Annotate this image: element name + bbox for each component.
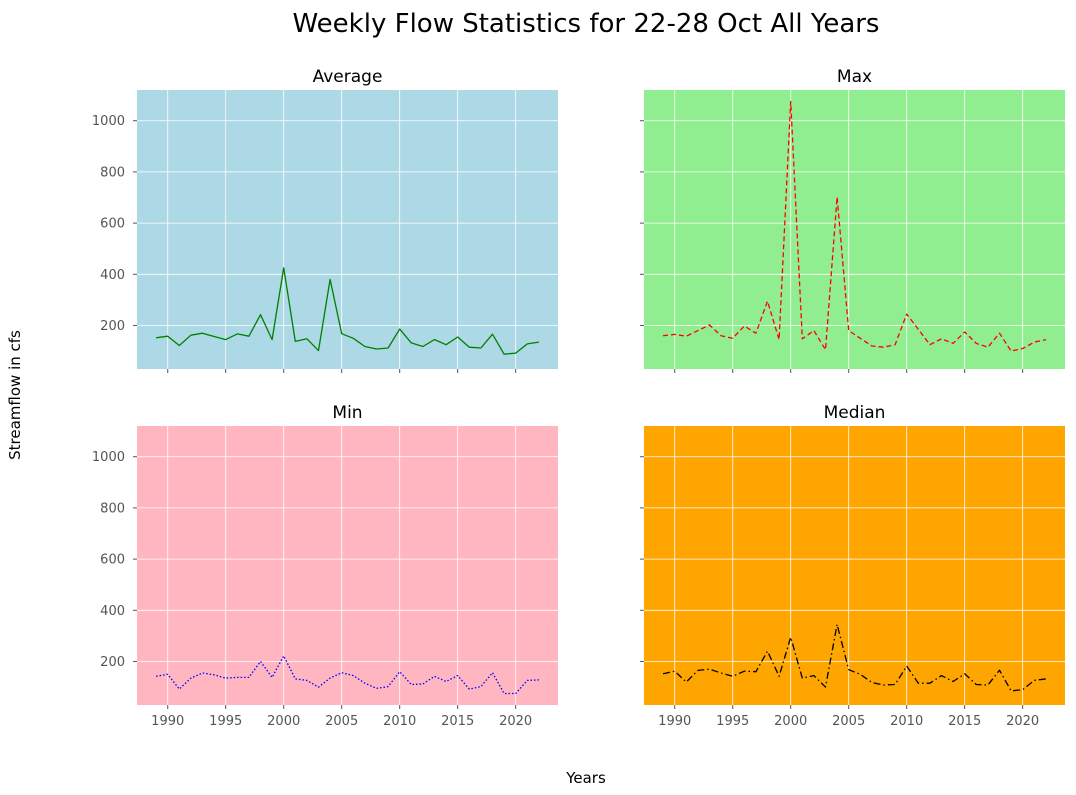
subplot-title: Median [824, 403, 886, 423]
x-tick-label: 2000 [774, 714, 807, 729]
x-tick-label: 2010 [383, 714, 416, 729]
figure-title: Weekly Flow Statistics for 22-28 Oct All… [293, 9, 880, 39]
x-tick-label: 1990 [151, 714, 184, 729]
subplot-title: Max [837, 67, 872, 87]
x-tick-label: 1990 [658, 714, 691, 729]
x-tick-label: 2015 [441, 714, 474, 729]
series-line-median [662, 623, 1046, 692]
subplots: Average 200 400 600 800 1000 Max Min 1990 1995 200… [92, 67, 1065, 729]
plot-background [644, 90, 1065, 369]
subplot-median: Median 1990 1995 2000 2005 2010 2015 2020 [640, 403, 1065, 729]
plot-background [644, 426, 1065, 705]
x-tick-label: 2015 [948, 714, 981, 729]
series-line-min [155, 655, 539, 695]
series-line-average [156, 267, 539, 355]
subplot-max: Max [640, 67, 1065, 373]
y-tick-label: 600 [100, 217, 125, 232]
y-tick-label: 1000 [92, 114, 125, 129]
x-tick-label: 1995 [209, 714, 242, 729]
y-tick-label: 200 [100, 655, 125, 670]
figure-xlabel: Years [565, 769, 606, 787]
x-tick-label: 2005 [325, 714, 358, 729]
y-tick-label: 400 [100, 268, 125, 283]
subplot-average: Average 200 400 600 800 1000 [92, 67, 558, 373]
subplot-title: Min [332, 403, 362, 423]
y-tick-label: 400 [100, 604, 125, 619]
y-tick-label: 200 [100, 319, 125, 334]
y-tick-label: 1000 [92, 450, 125, 465]
plot-background [137, 90, 558, 369]
series-line-max [663, 100, 1047, 352]
x-tick-label: 2020 [499, 714, 532, 729]
x-tick-label: 2000 [267, 714, 300, 729]
x-tick-label: 2010 [890, 714, 923, 729]
subplot-title: Average [313, 67, 383, 87]
y-tick-label: 600 [100, 553, 125, 568]
subplot-min: Min 1990 1995 2000 2005 2010 2015 2020 200 400 600… [92, 403, 558, 729]
x-tick-label: 1995 [716, 714, 749, 729]
figure-ylabel: Streamflow in cfs [6, 330, 24, 460]
y-tick-label: 800 [100, 165, 125, 180]
x-tick-label: 2005 [832, 714, 865, 729]
y-tick-label: 800 [100, 501, 125, 516]
x-tick-label: 2020 [1006, 714, 1039, 729]
plot-background [137, 426, 558, 705]
